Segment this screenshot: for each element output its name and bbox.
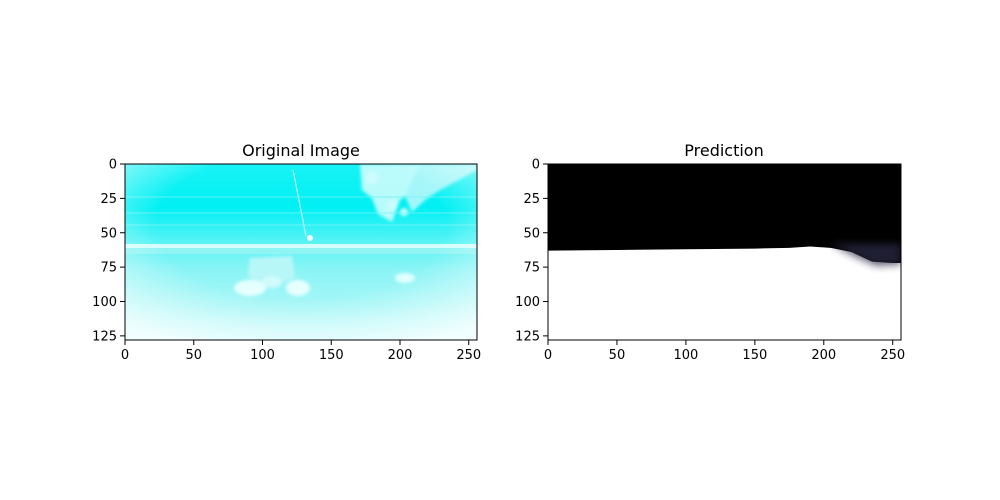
prediction-x-tick-label: 100: [673, 348, 698, 363]
prediction-pixels: [548, 164, 901, 340]
original-image-axes: 0 50 100 150 200 250 0 25 50 75 100 125: [92, 158, 481, 364]
prediction-y-tick-label: 50: [523, 226, 540, 241]
original-image-x-tick-label: 150: [319, 348, 344, 363]
prediction-y-tick-label: 25: [523, 192, 540, 207]
original-image-x-tick-label: 200: [388, 348, 413, 363]
prediction-x-tick-label: 250: [880, 348, 905, 363]
original-image-pixels: [125, 164, 477, 340]
prediction-panel: Prediction 0 50 100 150 200 250 0 25 50 75 100 125: [515, 141, 905, 363]
original-image-x-tick-label: 0: [121, 348, 129, 363]
original-image-y-tick-label: 125: [92, 329, 117, 344]
original-image-title: Original Image: [242, 141, 360, 160]
original-image-y-tick-label: 75: [100, 261, 117, 276]
original-image-panel: Original Image: [92, 141, 481, 363]
prediction-blur-region: [830, 243, 901, 266]
original-image-y-tick-label: 100: [92, 295, 117, 310]
prediction-frame: [547, 163, 902, 341]
prediction-title: Prediction: [684, 141, 763, 160]
prediction-x-tick-label: 150: [742, 348, 767, 363]
prediction-x-tick-label: 200: [811, 348, 836, 363]
original-image-x-tick-label: 250: [456, 348, 481, 363]
prediction-y-tick-label: 0: [532, 158, 540, 173]
original-image-x-tick-label: 50: [185, 348, 202, 363]
prediction-upper-region: [548, 164, 901, 263]
original-image-frame: [124, 163, 478, 341]
prediction-y-tick-label: 125: [515, 329, 540, 344]
original-image-y-tick-label: 50: [100, 226, 117, 241]
original-image-y-tick-label: 0: [109, 158, 117, 173]
prediction-y-tick-label: 75: [523, 261, 540, 276]
original-image-y-tick-label: 25: [100, 192, 117, 207]
prediction-y-tick-label: 100: [515, 295, 540, 310]
prediction-x-tick-label: 50: [609, 348, 626, 363]
prediction-axes: 0 50 100 150 200 250 0 25 50 75 100 125: [515, 158, 905, 364]
original-image-x-tick-label: 100: [250, 348, 275, 363]
prediction-x-tick-label: 0: [544, 348, 552, 363]
